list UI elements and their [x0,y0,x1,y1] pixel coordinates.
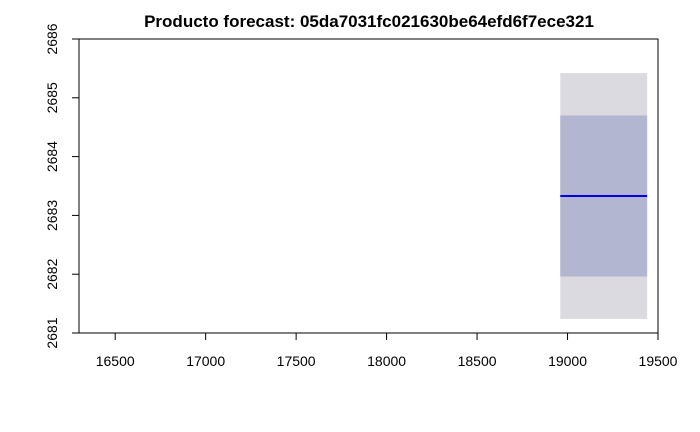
x-tick-label: 17500 [277,353,316,369]
y-tick-label: 2684 [44,141,60,172]
x-tick-label: 19000 [548,353,587,369]
y-tick-label: 2682 [44,258,60,289]
x-axis: 16500 17000 17500 18000 18500 19000 19500 [96,332,678,369]
y-axis: 2681 2682 2683 2684 2685 2686 [44,23,80,349]
forecast-bands [560,73,648,319]
y-tick-label: 2686 [44,23,60,54]
chart-title: Producto forecast: 05da7031fc021630be64e… [144,12,594,31]
x-tick-label: 18000 [367,353,406,369]
y-tick-label: 2685 [44,82,60,113]
x-tick-label: 16500 [96,353,135,369]
x-tick-label: 18500 [458,353,497,369]
x-tick-label: 17000 [186,353,225,369]
y-tick-label: 2683 [44,200,60,231]
x-tick-label: 19500 [639,353,678,369]
y-tick-label: 2681 [44,317,60,348]
